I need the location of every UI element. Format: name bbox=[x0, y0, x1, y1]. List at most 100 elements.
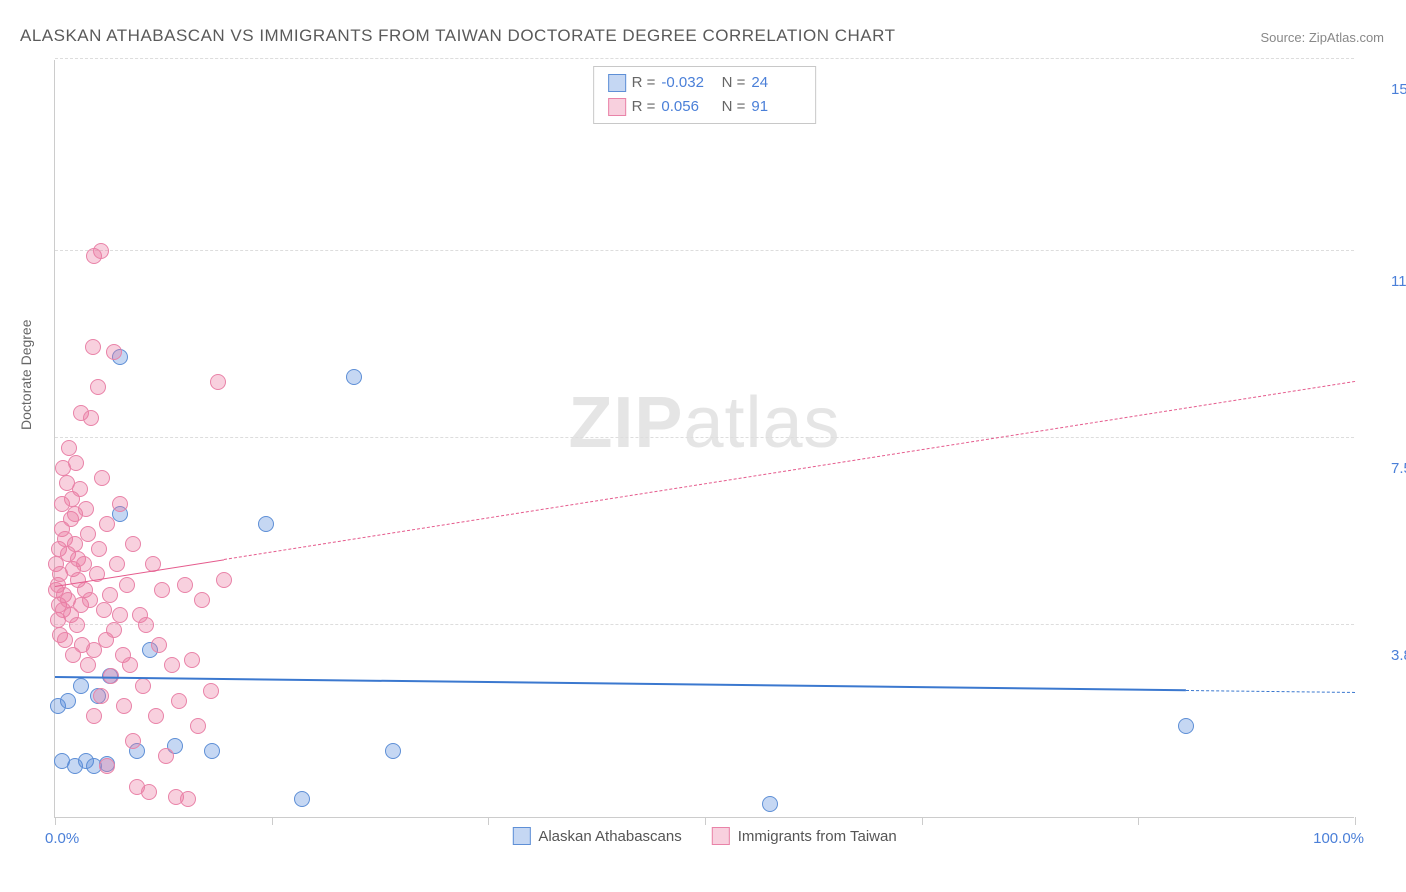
scatter-point bbox=[90, 379, 106, 395]
source-attribution: Source: ZipAtlas.com bbox=[1260, 30, 1384, 45]
scatter-point bbox=[294, 791, 310, 807]
scatter-point bbox=[158, 748, 174, 764]
scatter-point bbox=[99, 516, 115, 532]
scatter-point bbox=[109, 556, 125, 572]
legend-r-value: -0.032 bbox=[661, 71, 711, 95]
legend-stat-label: R = bbox=[632, 71, 656, 95]
scatter-point bbox=[72, 481, 88, 497]
x-tick bbox=[272, 817, 273, 825]
scatter-point bbox=[85, 339, 101, 355]
legend-item: Immigrants from Taiwan bbox=[712, 827, 897, 845]
scatter-point bbox=[106, 344, 122, 360]
gridline bbox=[55, 58, 1354, 59]
scatter-point bbox=[258, 516, 274, 532]
x-min-label: 0.0% bbox=[45, 830, 79, 847]
legend-swatch bbox=[712, 827, 730, 845]
legend-label: Alaskan Athabascans bbox=[538, 828, 681, 845]
legend-item: Alaskan Athabascans bbox=[512, 827, 681, 845]
trend-line bbox=[55, 676, 1186, 691]
legend-n-value: 24 bbox=[751, 71, 801, 95]
scatter-point bbox=[78, 501, 94, 517]
scatter-point bbox=[93, 243, 109, 259]
x-tick bbox=[1355, 817, 1356, 825]
legend-swatch bbox=[512, 827, 530, 845]
scatter-point bbox=[177, 577, 193, 593]
legend-stat-label: N = bbox=[717, 71, 745, 95]
scatter-point bbox=[135, 678, 151, 694]
x-tick bbox=[1138, 817, 1139, 825]
scatter-point bbox=[60, 693, 76, 709]
scatter-point bbox=[80, 526, 96, 542]
scatter-point bbox=[204, 743, 220, 759]
chart-container: ALASKAN ATHABASCAN VS IMMIGRANTS FROM TA… bbox=[0, 0, 1406, 892]
scatter-point bbox=[125, 536, 141, 552]
scatter-point bbox=[106, 622, 122, 638]
legend-n-value: 91 bbox=[751, 95, 801, 119]
y-tick-label: 7.5% bbox=[1356, 460, 1406, 477]
x-tick bbox=[55, 817, 56, 825]
scatter-point bbox=[96, 602, 112, 618]
scatter-point bbox=[125, 733, 141, 749]
legend-label: Immigrants from Taiwan bbox=[738, 828, 897, 845]
scatter-point bbox=[119, 577, 135, 593]
legend-swatch bbox=[608, 98, 626, 116]
legend-top: R = -0.032 N = 24R = 0.056 N = 91 bbox=[593, 66, 817, 124]
scatter-point bbox=[203, 683, 219, 699]
trend-line bbox=[224, 381, 1355, 560]
scatter-point bbox=[151, 637, 167, 653]
scatter-point bbox=[68, 455, 84, 471]
legend-r-value: 0.056 bbox=[661, 95, 711, 119]
scatter-point bbox=[103, 668, 119, 684]
gridline bbox=[55, 437, 1354, 438]
legend-row: R = 0.056 N = 91 bbox=[608, 95, 802, 119]
scatter-point bbox=[154, 582, 170, 598]
x-max-label: 100.0% bbox=[1313, 830, 1364, 847]
x-tick bbox=[922, 817, 923, 825]
scatter-point bbox=[180, 791, 196, 807]
gridline bbox=[55, 624, 1354, 625]
scatter-point bbox=[148, 708, 164, 724]
scatter-point bbox=[164, 657, 180, 673]
gridline bbox=[55, 250, 1354, 251]
scatter-point bbox=[61, 440, 77, 456]
scatter-point bbox=[93, 688, 109, 704]
scatter-point bbox=[112, 607, 128, 623]
scatter-point bbox=[184, 652, 200, 668]
scatter-point bbox=[194, 592, 210, 608]
y-tick-label: 3.8% bbox=[1356, 647, 1406, 664]
scatter-point bbox=[138, 617, 154, 633]
scatter-point bbox=[57, 632, 73, 648]
scatter-point bbox=[94, 470, 110, 486]
scatter-point bbox=[1178, 718, 1194, 734]
y-axis-label: Doctorate Degree bbox=[18, 319, 34, 430]
x-tick bbox=[705, 817, 706, 825]
scatter-point bbox=[190, 718, 206, 734]
scatter-point bbox=[346, 369, 362, 385]
y-tick-label: 11.2% bbox=[1356, 273, 1406, 290]
scatter-point bbox=[112, 496, 128, 512]
scatter-point bbox=[141, 784, 157, 800]
legend-stat-label: R = bbox=[632, 95, 656, 119]
scatter-point bbox=[122, 657, 138, 673]
scatter-point bbox=[99, 758, 115, 774]
scatter-point bbox=[385, 743, 401, 759]
scatter-point bbox=[171, 693, 187, 709]
scatter-point bbox=[91, 541, 107, 557]
legend-bottom: Alaskan Athabascans Immigrants from Taiwa… bbox=[512, 827, 896, 845]
scatter-point bbox=[116, 698, 132, 714]
legend-swatch bbox=[608, 74, 626, 92]
scatter-point bbox=[762, 796, 778, 812]
scatter-point bbox=[102, 587, 118, 603]
scatter-point bbox=[83, 410, 99, 426]
watermark: ZIPatlas bbox=[568, 382, 840, 464]
scatter-point bbox=[216, 572, 232, 588]
trend-line bbox=[1186, 690, 1355, 693]
scatter-point bbox=[210, 374, 226, 390]
scatter-point bbox=[86, 708, 102, 724]
legend-stat-label: N = bbox=[717, 95, 745, 119]
scatter-point bbox=[69, 617, 85, 633]
scatter-point bbox=[82, 592, 98, 608]
x-tick bbox=[488, 817, 489, 825]
plot-area: ZIPatlas R = -0.032 N = 24R = 0.056 N = … bbox=[54, 60, 1354, 818]
legend-row: R = -0.032 N = 24 bbox=[608, 71, 802, 95]
